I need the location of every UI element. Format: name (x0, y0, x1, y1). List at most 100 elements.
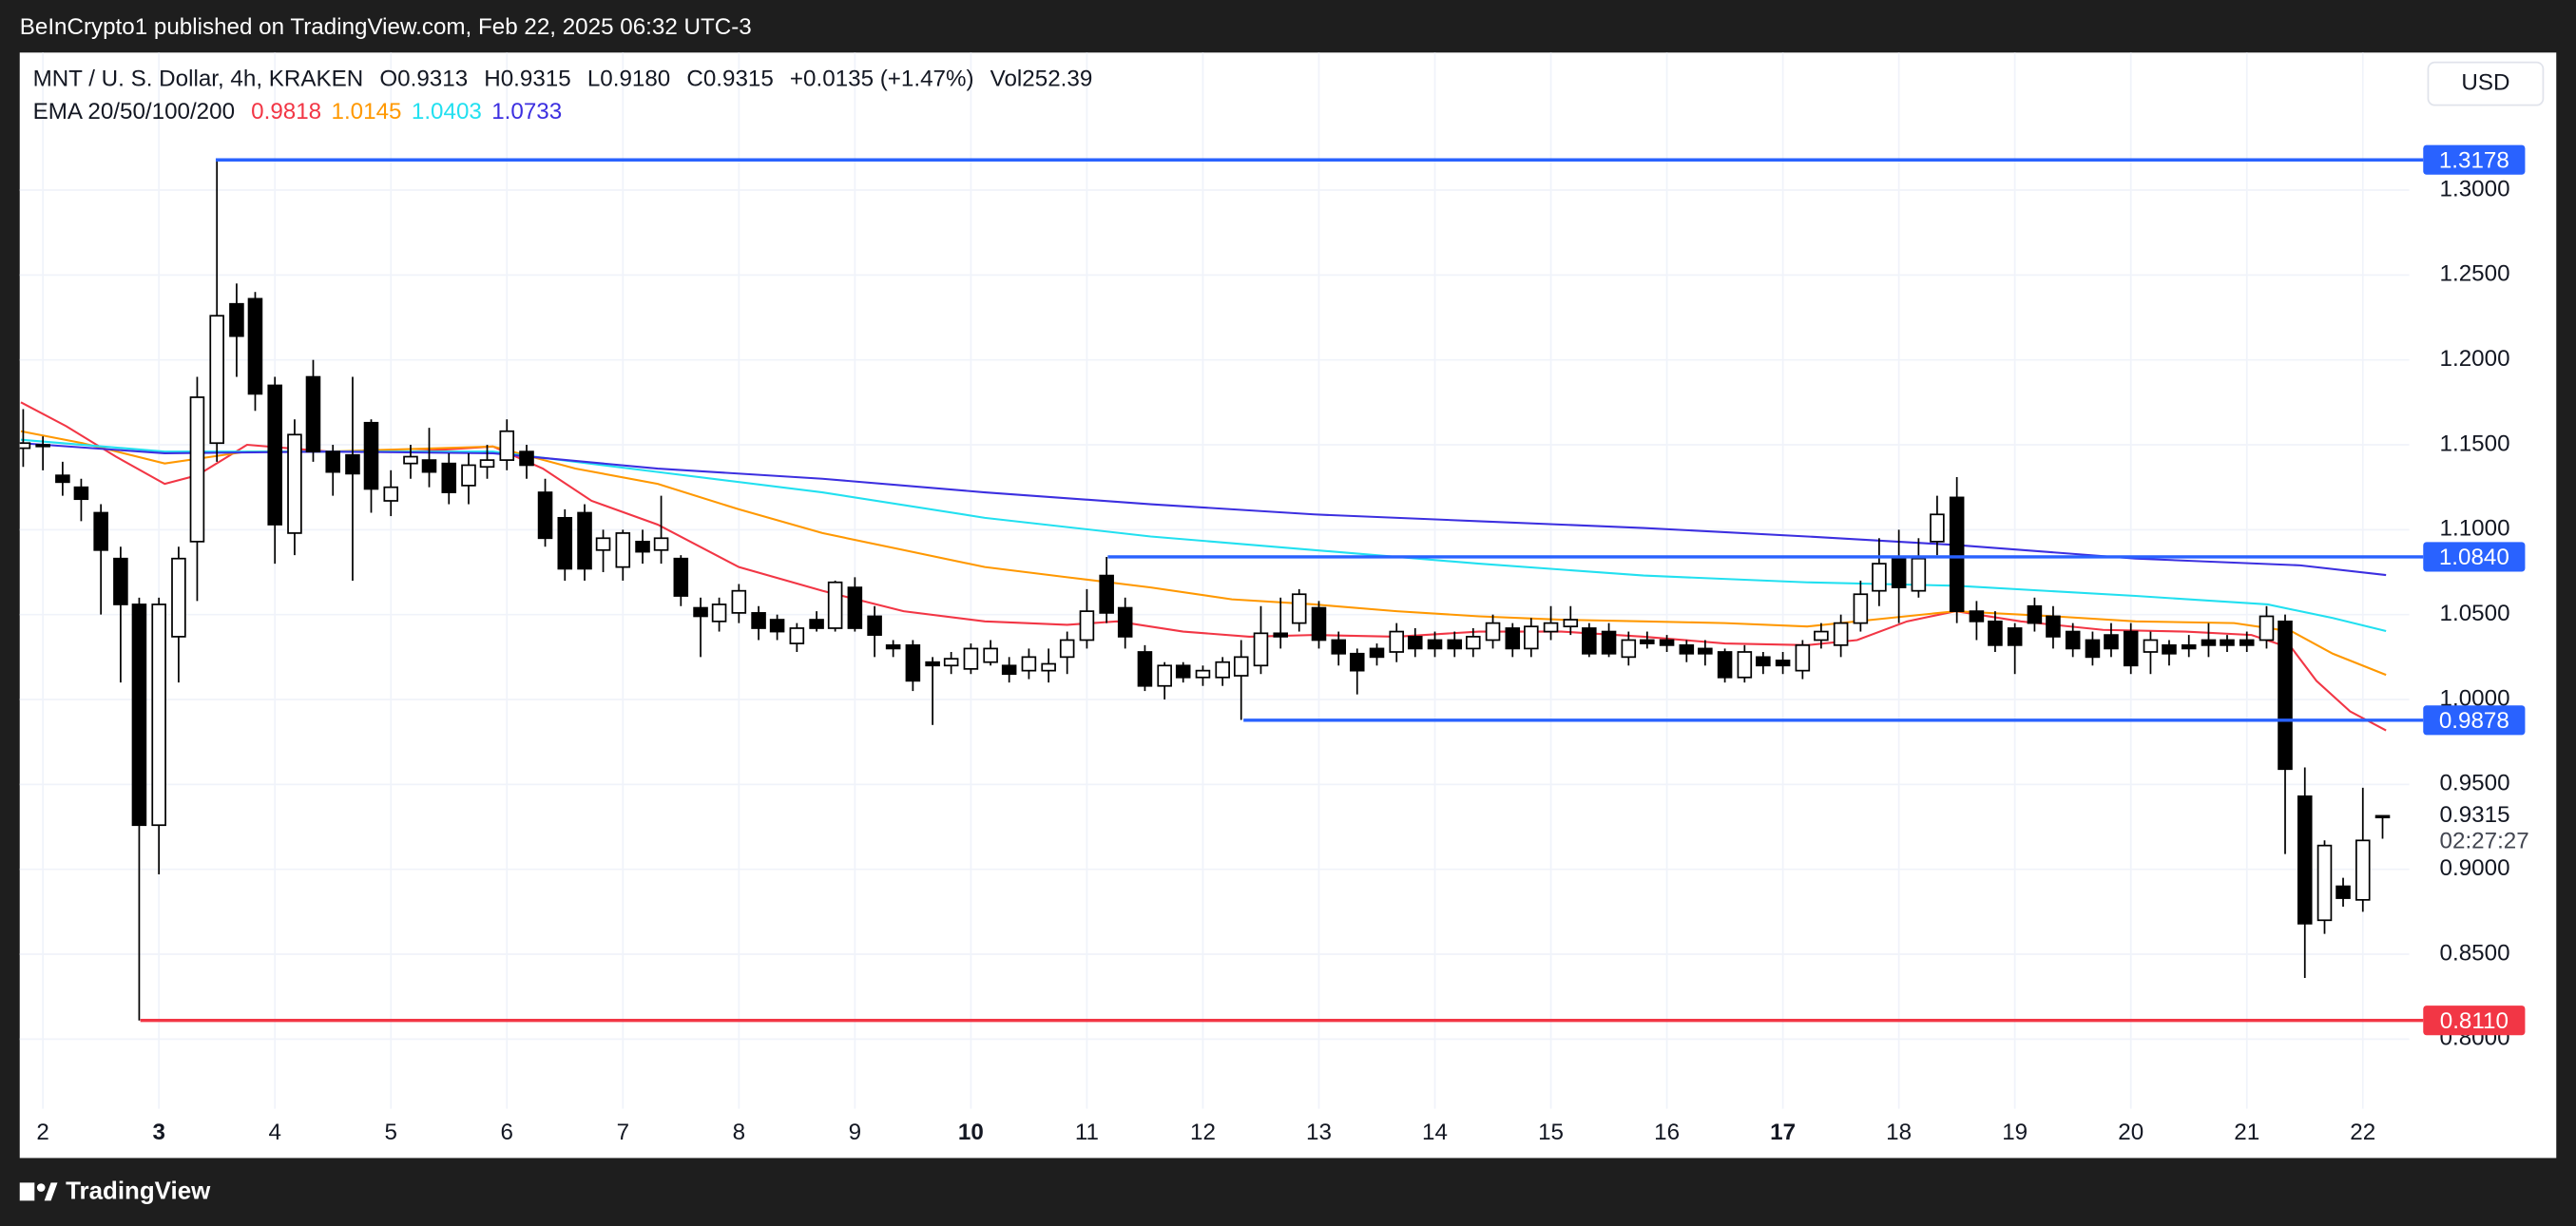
x-tick-label: 13 (1306, 1120, 1332, 1145)
candle-body (1253, 632, 1269, 667)
level-label: 1.3178 (2439, 147, 2509, 173)
x-tick-label: 7 (617, 1120, 629, 1145)
logo-mark (19, 1182, 35, 1201)
y-tick-label: 1.2500 (2440, 261, 2510, 287)
candle-body (1059, 639, 1075, 659)
candle-body (383, 486, 399, 502)
candle-body (2181, 643, 2197, 650)
symbol: MNT / U. S. Dollar, 4h, KRAKEN (33, 67, 364, 92)
footer-logo (19, 1182, 58, 1201)
currency-button[interactable] (2427, 61, 2545, 106)
candle-body (2104, 634, 2119, 650)
candle-body (461, 464, 476, 487)
y-tick-label: 1.2000 (2440, 346, 2510, 372)
candle-body (1485, 622, 1501, 642)
candle-body (171, 557, 186, 638)
candle-body (1698, 647, 1713, 655)
candle-body (673, 557, 689, 597)
candle-body (1099, 574, 1114, 614)
candle-body (867, 615, 882, 636)
ohlc-close: C0.9315 (686, 67, 773, 92)
candle-body (711, 603, 727, 623)
candle-body (131, 603, 147, 827)
ema-value: 0.9818 (251, 100, 321, 125)
currency-label[interactable]: USD (2461, 70, 2509, 96)
candle-body (2259, 615, 2275, 642)
candle-body (2143, 639, 2159, 653)
y-tick-label: 0.8500 (2440, 940, 2510, 966)
x-tick-label: 12 (1190, 1120, 1216, 1145)
candle-body (1563, 619, 1579, 628)
candle-body (905, 643, 921, 682)
candle-body (247, 297, 263, 395)
candle-body (421, 459, 437, 473)
candle-body (1021, 656, 1037, 672)
ema-value: 1.0403 (412, 100, 482, 125)
candle-body (1795, 643, 1811, 672)
candle-body (35, 444, 50, 448)
level-tag (2423, 542, 2526, 572)
candle-body (537, 491, 553, 540)
candle-body (363, 421, 379, 490)
candle-body (93, 511, 108, 551)
candle-body (751, 612, 766, 629)
x-tick-label: 18 (1886, 1120, 1912, 1145)
candle-body (113, 557, 128, 605)
y-tick-label: 1.1000 (2440, 516, 2510, 542)
candle-body (653, 537, 669, 551)
candle-body (305, 375, 321, 453)
candle-body (635, 540, 650, 553)
ohlc-high: H0.9315 (484, 67, 570, 92)
candle-body (615, 532, 631, 568)
candle-body (1814, 630, 1829, 642)
candle-body (151, 603, 166, 827)
candle-body (325, 450, 341, 473)
change: +0.0135 (+1.47%) (790, 67, 974, 92)
candle-body (1853, 593, 1869, 624)
candle-body (1543, 622, 1559, 633)
candle-body (1079, 610, 1095, 642)
candle-body (1582, 627, 1597, 655)
candle-body (1331, 639, 1347, 655)
ohlc-open: O0.9313 (379, 67, 468, 92)
candle-body (885, 643, 901, 650)
candle-body (1659, 639, 1675, 646)
candle-body (769, 619, 785, 633)
candle-body (1137, 651, 1153, 687)
candle-body (1949, 496, 1965, 612)
candle-body (1175, 664, 1191, 679)
grid (19, 52, 2410, 1109)
candle-body (1311, 606, 1327, 642)
footer-brand: TradingView (66, 1178, 211, 1205)
candle-body (499, 430, 515, 461)
countdown: 02:27:27 (2440, 828, 2529, 853)
candle-body (1349, 652, 1365, 672)
ema-value: 1.0145 (332, 100, 402, 125)
candle-body (731, 589, 747, 614)
x-tick-label: 6 (501, 1120, 513, 1145)
candle-body (2123, 630, 2139, 667)
x-tick-label: 4 (268, 1120, 280, 1145)
candle-body (519, 450, 534, 467)
candle-body (345, 453, 360, 475)
level-label: 1.0840 (2439, 545, 2509, 570)
candle-body (2374, 814, 2391, 818)
ohlc-low: L0.9180 (587, 67, 670, 92)
candle-body (1273, 632, 1288, 638)
candle-body (2085, 639, 2101, 659)
plot (19, 160, 2391, 1021)
ema-label: EMA 20/50/100/200 (33, 100, 235, 125)
logo-mark (44, 1182, 58, 1201)
candle-body (2239, 639, 2255, 646)
x-tick-label: 3 (152, 1120, 164, 1145)
candle-body (1775, 660, 1791, 667)
level-tag (2423, 705, 2526, 736)
candle-body (577, 511, 592, 570)
candle-body (789, 627, 805, 644)
x-tick-label: 11 (1075, 1120, 1099, 1145)
candle-body (1717, 651, 1733, 679)
candle-body (1505, 627, 1521, 650)
candle-body (1427, 639, 1443, 650)
candle-body (925, 661, 940, 667)
candle-body (1001, 664, 1017, 676)
